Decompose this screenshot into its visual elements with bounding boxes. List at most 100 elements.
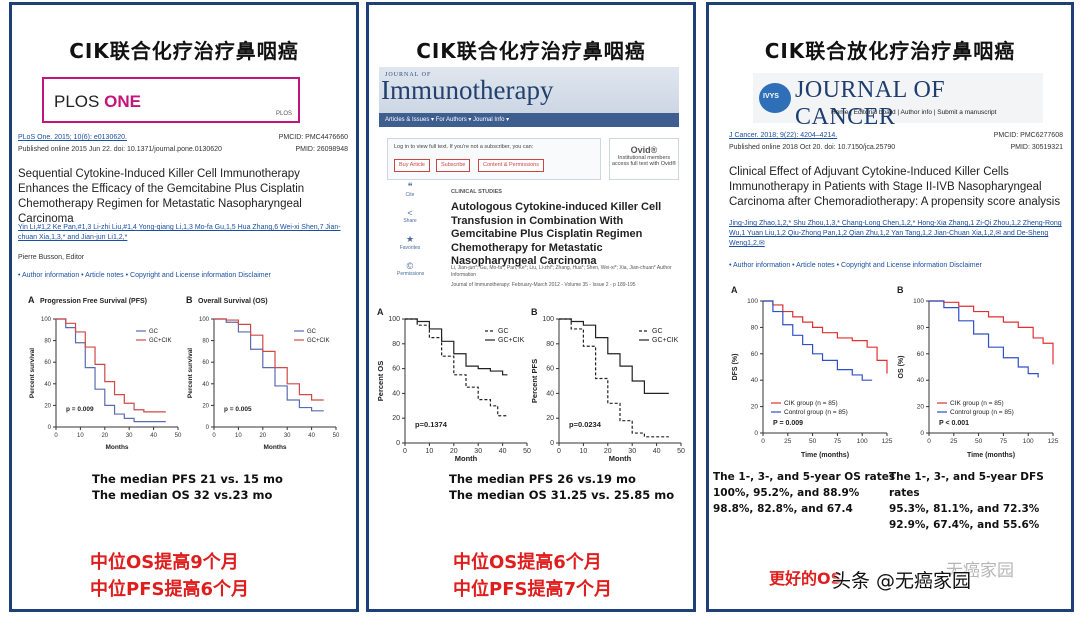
side-toolbar: ❝ Cite < Share ★ Favorites © Permissions	[397, 181, 425, 287]
series-line	[214, 318, 324, 401]
watermark-faint: 无癌家园	[946, 561, 1014, 581]
pmcid: PMCID: PMC4476660	[278, 134, 348, 141]
p-value-annotation: P = 0.009	[773, 420, 803, 427]
y-tick-label: 20	[202, 403, 209, 409]
chart-panel-letter: B	[897, 285, 904, 295]
x-tick-label: 40	[653, 448, 661, 455]
series-line	[559, 318, 669, 394]
cite-action[interactable]: ❝ Cite	[397, 181, 423, 198]
ivys-logo-icon	[759, 83, 791, 113]
stat-line: 95.3%, 81.1%, and 72.3%	[889, 503, 1040, 515]
y-tick-label: 20	[917, 404, 925, 411]
x-tick-label: 0	[54, 433, 58, 439]
x-tick-label: 0	[927, 438, 931, 445]
stat-line: The median PFS 26 vs.19 mo	[449, 472, 636, 486]
conclusion-notes: 中位OS提高6个月 中位PFS提高7个月	[453, 549, 612, 603]
permissions-button[interactable]: Content & Permissions	[478, 159, 544, 172]
x-tick-label: 75	[1000, 438, 1008, 445]
y-tick-label: 20	[392, 415, 400, 422]
legend-label: Control group (n = 85)	[950, 409, 1014, 416]
journal-name: JOURNAL OF CANCER	[795, 77, 946, 130]
published: Published online 2018 Oct 20. doi: 10.71…	[729, 144, 896, 151]
citation: J Cancer. 2018; 9(22): 4204–4214.	[729, 132, 838, 139]
x-axis-label: Month	[609, 454, 632, 463]
x-tick-label: 50	[523, 448, 531, 455]
y-tick-label: 60	[44, 360, 51, 366]
conclusion-note: 更好的OS	[769, 569, 843, 588]
p-value-annotation: p=0.0234	[569, 420, 602, 429]
dfs-rates: The 1-, 3-, and 5-year DFS rates 95.3%, …	[889, 469, 1071, 533]
x-tick-label: 20	[101, 433, 108, 439]
favorites-action[interactable]: ★ Favorites	[397, 234, 423, 251]
x-tick-label: 25	[950, 438, 958, 445]
authors[interactable]: Yin Li,#1,2 Ke Pan,#1,3 Li-zhi Liu,#1,4 …	[18, 224, 341, 241]
legend-label: GC	[149, 329, 159, 335]
y-tick-label: 100	[199, 317, 210, 323]
x-tick-label: 50	[975, 438, 983, 445]
y-axis-label: OS (%)	[898, 356, 905, 379]
section-label: CLINICAL STUDIES	[451, 189, 502, 195]
stat-line: 98.8%, 82.8%, and 67.4	[713, 503, 853, 515]
series-line	[763, 300, 873, 381]
copyright-icon: ©	[406, 261, 414, 271]
y-axis-label: Percent PFS	[530, 359, 539, 403]
y-tick-label: 0	[754, 430, 758, 437]
os-rates: The 1-, 3-, and 5-year OS rates 100%, 95…	[713, 469, 895, 517]
permissions-action[interactable]: © Permissions	[397, 261, 425, 277]
journal-header: JOURNAL OF Immunotherapy Articles & Issu…	[379, 67, 679, 127]
x-axis-label: Months	[105, 444, 128, 451]
info-links[interactable]: • Author information • Article notes • C…	[18, 272, 271, 279]
logo-accent: ONE	[104, 92, 141, 111]
note-line: 中位PFS提高7个月	[453, 579, 612, 600]
pmid: PMID: 30519321	[1010, 144, 1063, 151]
x-tick-label: 10	[426, 448, 434, 455]
login-box: Log in to view full text. If you're not …	[387, 138, 601, 180]
x-tick-label: 125	[882, 438, 893, 445]
x-axis-label: Time (months)	[801, 452, 849, 459]
chart-panel-letter: B	[186, 295, 193, 305]
x-axis-label: Month	[455, 454, 478, 463]
x-tick-label: 100	[1023, 438, 1034, 445]
panel-title: CIK联合化疗治疗鼻咽癌	[69, 39, 299, 63]
y-tick-label: 20	[44, 403, 51, 409]
share-action[interactable]: < Share	[397, 208, 423, 224]
median-stats: The median PFS 21 vs. 15 mo The median O…	[92, 471, 283, 503]
subscribe-button[interactable]: Subscribe	[436, 159, 471, 172]
dfs-chart: A 0 25 50 75 100 125 0 20 40 60 80 100 Time (months) D…	[731, 285, 893, 459]
journal-nav[interactable]: Articles & Issues ▾ For Authors ▾ Journa…	[379, 113, 679, 127]
x-tick-label: 0	[403, 448, 407, 455]
x-tick-label: 50	[175, 433, 182, 439]
logo-main: PLOS	[54, 92, 100, 111]
legend-label: GC+CIK	[652, 337, 679, 344]
buy-article-button[interactable]: Buy Article	[394, 159, 430, 172]
stat-line: The 1-, 3-, and 5-year DFS rates	[889, 471, 1044, 499]
y-tick-label: 40	[44, 382, 51, 388]
stat-line: The median OS 32 vs.23 mo	[92, 488, 273, 502]
y-tick-label: 40	[392, 390, 400, 397]
y-axis-label: Percent survival	[187, 348, 194, 398]
journal-links[interactable]: Home | Editorial board | Author info | S…	[831, 109, 997, 116]
y-axis-label: Percent OS	[376, 361, 385, 401]
note-line: 中位OS提高9个月	[90, 552, 239, 573]
legend-label: GC+CIK	[498, 337, 525, 344]
y-tick-label: 80	[44, 339, 51, 345]
y-axis-label: DFS (%)	[732, 354, 739, 381]
y-tick-label: 100	[41, 317, 52, 323]
authors[interactable]: Jing-Jing Zhao,1,2,* Shu Zhou,1,3,* Chan…	[729, 220, 1062, 247]
y-tick-label: 40	[917, 377, 925, 384]
y-tick-label: 40	[751, 377, 759, 384]
ovid-box[interactable]: Ovid® Institutional members access full …	[609, 138, 679, 180]
median-stats: The median PFS 26 vs.19 mo The median OS…	[449, 471, 674, 503]
share-icon: <	[407, 208, 413, 218]
p-value-annotation: p = 0.009	[66, 406, 94, 413]
citation: PLoS One. 2015; 10(6): e0130620.	[18, 134, 127, 141]
watermark: 头条 @无癌家园	[832, 570, 972, 592]
series-line	[214, 318, 324, 412]
info-links[interactable]: • Author information • Article notes • C…	[729, 262, 982, 269]
y-tick-label: 80	[202, 339, 209, 345]
chart-title: Progression Free Survival (PFS)	[40, 298, 147, 305]
x-tick-label: 10	[235, 433, 242, 439]
y-tick-label: 60	[917, 351, 925, 358]
y-tick-label: 80	[751, 324, 759, 331]
pfs-chart: A Progression Free Survival (PFS) 0 10 20 30 4…	[28, 295, 182, 451]
